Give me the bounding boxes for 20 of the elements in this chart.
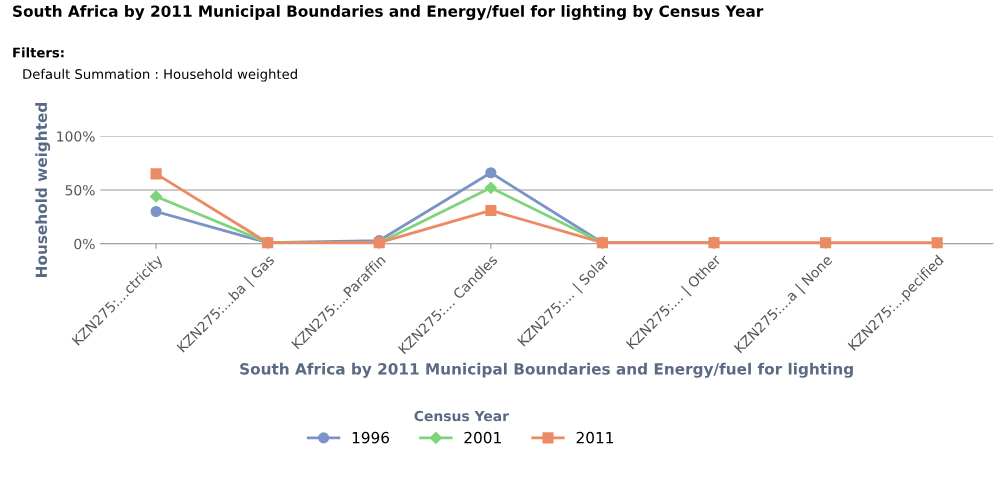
legend-label: 2001 [464, 431, 501, 444]
point [150, 205, 162, 218]
chart-title: South Africa by 2011 Municipal Boundaries and Energy/fuel for lighting by Census Year [13, 5, 764, 21]
x-axis-title: South Africa by 2011 Municipal Boundaries and Energy/fuel for lighting [240, 362, 853, 378]
point [820, 237, 832, 249]
point [484, 181, 497, 194]
y-tick-label: 100% [57, 131, 95, 142]
text: Filters: [13, 47, 64, 58]
legend-label: 1996 [352, 431, 390, 444]
legend-title: Census Year [414, 410, 509, 422]
legend-label: 2011 [576, 431, 614, 444]
text: Default Summation : Household weighted [23, 68, 297, 82]
point [485, 167, 497, 179]
y-tick-label: 50% [65, 184, 95, 196]
point [931, 237, 943, 249]
point [485, 204, 497, 216]
point [150, 168, 162, 180]
y-tick-label: 0% [74, 238, 95, 250]
y-axis-title: Household weighted [35, 102, 51, 277]
point [149, 190, 163, 203]
